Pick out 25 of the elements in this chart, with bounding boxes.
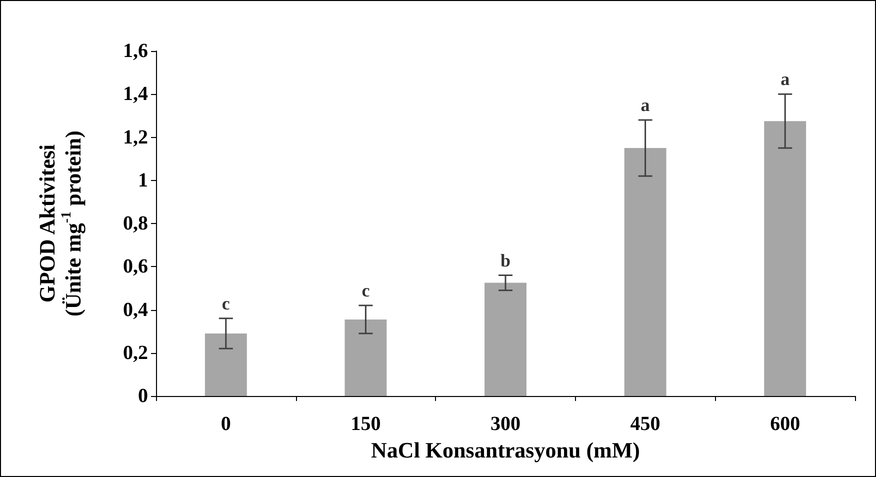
x-axis-title: NaCl Konsantrasyonu (mM): [371, 437, 640, 462]
y-tick-label: 0: [138, 385, 148, 407]
bar: [484, 282, 526, 396]
annotation: c: [222, 293, 230, 314]
x-tick-label: 150: [350, 413, 381, 435]
annotation: b: [500, 250, 511, 270]
y-tick-label: 0,2: [123, 342, 148, 364]
x-tick-label: 0: [220, 413, 231, 435]
annotation: a: [780, 69, 790, 90]
bar: [344, 319, 387, 396]
y-tick-label: 0,8: [123, 212, 148, 234]
x-tick-label: 450: [630, 413, 660, 435]
y-tick-label: 1: [138, 169, 148, 192]
bar: [624, 148, 666, 396]
x-tick-label: 300: [490, 413, 520, 435]
annotation: a: [640, 95, 650, 115]
y-tick-label: 1,2: [123, 126, 148, 148]
x-tick-label: 600: [770, 413, 800, 435]
y-tick-label: 1,6: [123, 40, 148, 62]
bar: [204, 333, 247, 396]
y-tick-label: 1,4: [123, 83, 148, 106]
y-tick-label: 0,4: [123, 298, 148, 321]
bar: [764, 121, 806, 396]
annotation: c: [362, 280, 370, 300]
y-tick-label: 0,6: [123, 256, 148, 278]
